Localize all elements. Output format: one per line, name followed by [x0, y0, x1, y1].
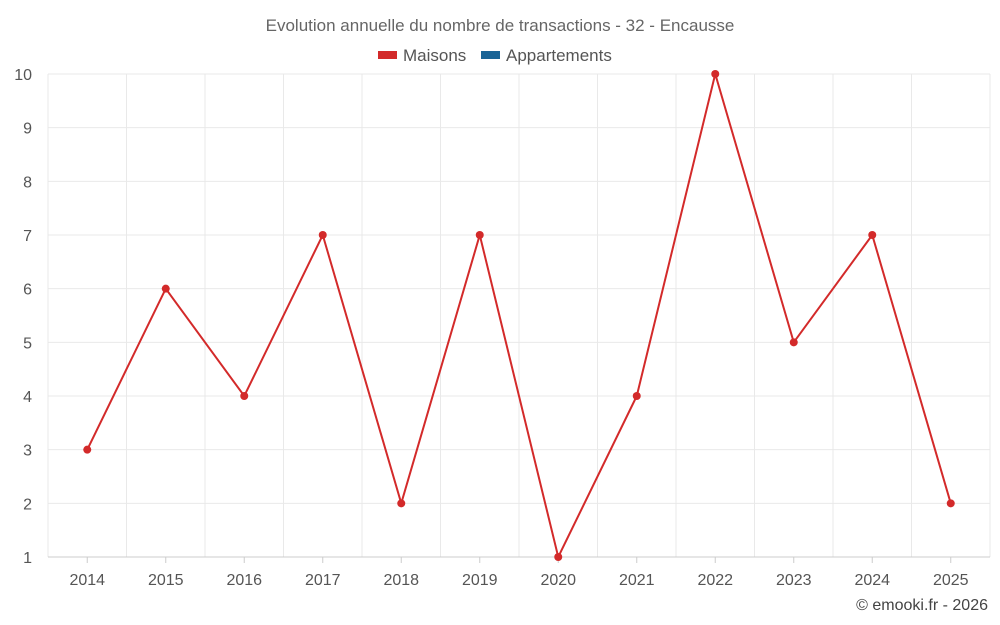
y-tick-label: 1: [23, 550, 32, 567]
y-tick-label: 6: [23, 282, 32, 299]
legend-item-appartements[interactable]: Appartements: [481, 46, 612, 65]
legend-swatch-appartements: [481, 51, 500, 59]
data-point: [946, 499, 955, 508]
x-tick-label: 2017: [305, 572, 341, 589]
x-tick-label: 2018: [383, 572, 419, 589]
data-point: [240, 392, 249, 400]
y-tick-label: 10: [14, 67, 32, 84]
data-point: [632, 392, 641, 400]
x-tick-label: 2016: [226, 572, 262, 589]
x-tick-label: 2025: [933, 572, 969, 589]
y-tick-label: 9: [23, 121, 32, 138]
x-tick-label: 2015: [148, 572, 184, 589]
data-point: [161, 284, 170, 293]
y-tick-label: 7: [23, 228, 32, 245]
x-tick-label: 2022: [697, 572, 733, 589]
data-point: [868, 231, 877, 239]
data-point: [554, 553, 563, 561]
y-tick-label: 5: [23, 335, 32, 352]
x-tick-label: 2020: [540, 572, 576, 589]
x-tick-label: 2024: [854, 572, 890, 589]
x-tick-label: 2021: [619, 572, 655, 589]
y-axis-ticks: 1 2 3 4 5 6 7 8 9 10: [14, 67, 32, 567]
axes: [48, 556, 990, 563]
legend-label-maisons: Maisons: [403, 46, 466, 65]
legend-item-maisons[interactable]: Maisons: [378, 46, 466, 65]
data-point: [83, 445, 92, 454]
y-tick-label: 8: [23, 174, 32, 191]
legend-label-appartements: Appartements: [506, 46, 612, 65]
credit-text: © emooki.fr - 2026: [856, 597, 988, 614]
data-point: [711, 70, 720, 78]
x-axis-ticks: 2014 2015 2016 2017 2018 2019 2020 2021 2022 2023…: [69, 572, 968, 589]
x-tick-label: 2023: [776, 572, 812, 589]
y-tick-label: 3: [23, 443, 32, 460]
data-point: [789, 338, 798, 347]
y-tick-label: 2: [23, 496, 32, 513]
legend-swatch-maisons: [378, 51, 397, 59]
series-line-maisons: [86, 70, 952, 560]
grid: [47, 73, 991, 557]
data-point: [397, 499, 406, 508]
chart-title: Evolution annuelle du nombre de transact…: [266, 16, 735, 35]
data-point: [318, 231, 327, 239]
legend: Maisons Appartements: [378, 46, 612, 65]
data-point: [475, 231, 484, 239]
x-tick-label: 2019: [462, 572, 498, 589]
x-tick-label: 2014: [69, 572, 105, 589]
series-maisons: [83, 70, 955, 561]
y-tick-label: 4: [23, 389, 32, 406]
